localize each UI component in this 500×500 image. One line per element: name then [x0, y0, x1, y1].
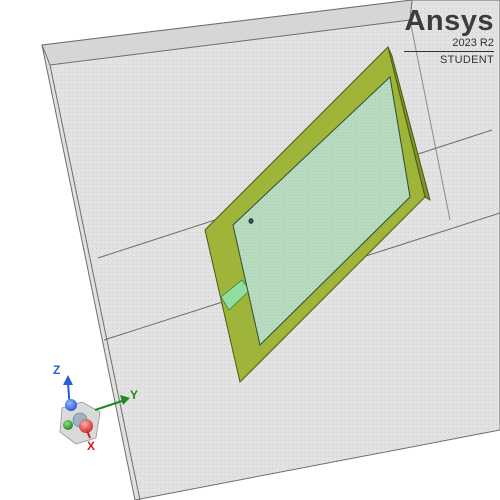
feed-point-marker[interactable]	[248, 218, 254, 224]
z-axis-sphere[interactable]	[65, 399, 77, 411]
z-axis-arrowhead	[63, 375, 73, 385]
ansys-logo: Ansys 2023 R2 STUDENT	[404, 6, 494, 67]
y-axis-arrowhead	[120, 395, 130, 405]
airbox-edge-left	[49, 64, 141, 500]
logo-version: 2023 R2	[404, 37, 494, 52]
y-axis-label: Y	[130, 388, 138, 402]
z-axis-label: Z	[53, 363, 60, 377]
logo-edition: STUDENT	[439, 54, 494, 66]
x-axis-sphere[interactable]	[79, 419, 93, 433]
airbox-edge-right	[409, 19, 451, 221]
patch[interactable]	[232, 75, 411, 346]
axis-triad[interactable]: Z Y X	[53, 363, 138, 453]
logo-brand: Ansys	[404, 5, 494, 37]
y-axis-shaft	[94, 399, 126, 411]
y-axis-sphere[interactable]	[63, 420, 73, 430]
x-axis-label: X	[87, 439, 95, 453]
patch-top	[232, 75, 411, 346]
